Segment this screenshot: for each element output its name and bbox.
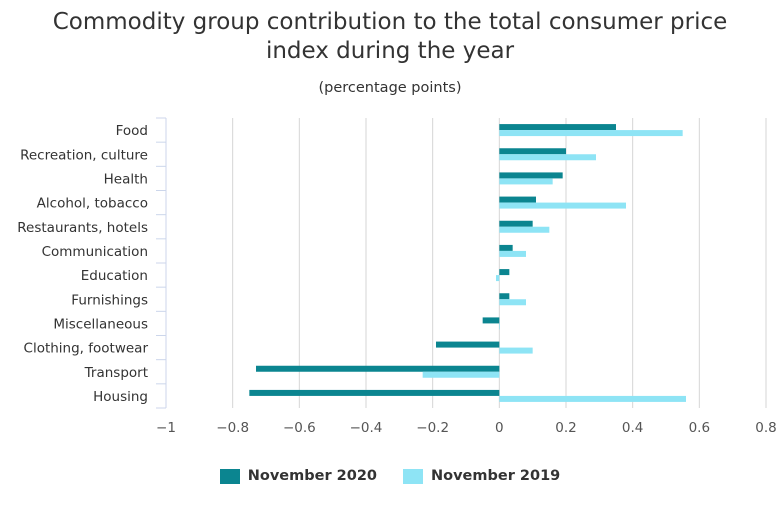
- bar-november-2020: [436, 341, 500, 348]
- bar-november-2019: [499, 347, 533, 354]
- bar-november-2020: [499, 172, 563, 179]
- legend-swatch-november-2019: [403, 468, 423, 484]
- bar-november-2019: [499, 395, 686, 402]
- x-tick-label: −0.6: [283, 420, 316, 436]
- category-label: Recreation, culture: [20, 147, 148, 163]
- bar-november-2020: [499, 244, 513, 251]
- legend-label-november-2019: November 2019: [431, 468, 561, 484]
- bar-november-2019: [422, 371, 500, 378]
- legend-item-november-2019[interactable]: November 2019: [403, 468, 560, 484]
- bar-november-2019: [499, 323, 500, 330]
- category-label: Health: [104, 171, 148, 187]
- x-tick-label: −0.2: [416, 420, 449, 436]
- category-label: Miscellaneous: [53, 316, 148, 332]
- bar-november-2020: [482, 317, 500, 324]
- chart-title-line-1: Commodity group contribution to the tota…: [52, 9, 728, 35]
- bar-november-2019: [499, 299, 526, 306]
- category-label: Communication: [42, 244, 148, 260]
- category-label: Transport: [84, 365, 148, 381]
- bar-november-2020: [499, 148, 566, 155]
- x-tick-label: 0.8: [755, 420, 776, 436]
- bar-november-2020: [499, 196, 536, 203]
- legend-swatch-november-2020: [219, 468, 240, 484]
- bar-november-2019: [499, 202, 626, 209]
- bar-november-2019: [496, 275, 500, 282]
- category-label: Furnishings: [71, 292, 148, 308]
- category-label: Alcohol, tobacco: [37, 196, 148, 212]
- category-label: Housing: [93, 389, 148, 405]
- x-tick-label: 0.6: [689, 420, 710, 436]
- x-tick-label: −0.8: [216, 420, 249, 436]
- bar-november-2020: [499, 124, 616, 131]
- chart-title-line-2: index during the year: [265, 38, 515, 64]
- bar-november-2020: [256, 365, 500, 372]
- x-tick-label: −1: [156, 420, 176, 436]
- bar-november-2019: [499, 178, 553, 185]
- x-tick-label: −0.4: [350, 420, 383, 436]
- bar-november-2020: [249, 389, 500, 396]
- chart-legend: November 2020 November 2019: [0, 468, 780, 484]
- category-label: Education: [81, 268, 148, 284]
- x-tick-label: 0.4: [622, 420, 643, 436]
- bar-november-2019: [499, 250, 526, 257]
- category-label: Clothing, footwear: [24, 341, 149, 357]
- legend-item-november-2020[interactable]: November 2020: [219, 468, 377, 484]
- legend-label-november-2020: November 2020: [247, 468, 377, 484]
- bar-november-2019: [499, 226, 550, 233]
- chart-subtitle: (percentage points): [318, 80, 462, 96]
- x-tick-label: 0.2: [555, 420, 576, 436]
- bar-november-2020: [499, 269, 510, 276]
- bar-november-2019: [499, 154, 596, 161]
- category-label: Restaurants, hotels: [17, 220, 148, 236]
- bar-november-2020: [499, 293, 510, 300]
- bar-november-2019: [499, 130, 683, 137]
- category-label: Food: [116, 123, 148, 139]
- chart-title: Commodity group contribution to the tota…: [0, 8, 780, 66]
- x-tick-label: 0: [495, 420, 504, 436]
- bar-november-2020: [499, 220, 533, 227]
